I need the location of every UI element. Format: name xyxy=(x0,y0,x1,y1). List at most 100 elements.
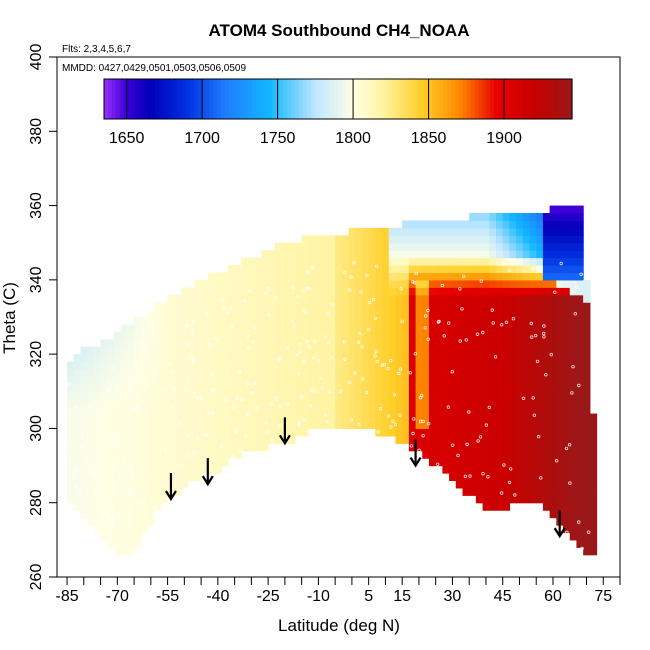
heatmap-cell xyxy=(402,398,410,407)
heatmap-cell xyxy=(341,257,350,266)
heatmap-cell xyxy=(335,302,343,311)
heatmap-cell xyxy=(529,383,537,392)
sample-point xyxy=(481,472,485,476)
sample-point xyxy=(83,461,88,466)
heatmap-cell xyxy=(254,317,263,326)
sample-point xyxy=(511,317,516,321)
heatmap-cell xyxy=(563,257,571,266)
heatmap-cell xyxy=(321,257,330,266)
heatmap-cell xyxy=(455,250,464,259)
heatmap-cell xyxy=(435,413,443,422)
heatmap-cell xyxy=(496,398,504,407)
heatmap-cell xyxy=(234,354,242,363)
heatmap-cell xyxy=(462,227,470,236)
heatmap-cell xyxy=(315,421,323,430)
heatmap-cell xyxy=(509,257,517,266)
heatmap-cell xyxy=(549,413,557,422)
sample-point xyxy=(312,356,316,360)
heatmap-cell xyxy=(147,354,155,363)
colorbar-swatch xyxy=(462,79,468,119)
sample-point xyxy=(504,320,509,324)
heatmap-cell xyxy=(496,302,504,311)
heatmap-cell xyxy=(254,443,263,452)
sample-point xyxy=(229,306,233,311)
heatmap-cell xyxy=(147,517,155,526)
colorbar-swatch xyxy=(197,79,203,119)
heatmap-cell xyxy=(281,242,289,251)
colorbar-swatch xyxy=(150,79,156,119)
heatmap-cell xyxy=(261,398,269,407)
colorbar-swatch xyxy=(330,79,335,119)
heatmap-cell xyxy=(556,473,564,482)
heatmap-cell xyxy=(395,383,403,392)
heatmap-cell xyxy=(207,376,216,385)
heatmap-cell xyxy=(556,465,564,474)
heatmap-cell xyxy=(536,406,544,415)
heatmap-cell xyxy=(435,354,443,363)
heatmap-cell xyxy=(194,279,202,288)
heatmap-cell xyxy=(274,287,283,296)
heatmap-cell xyxy=(509,294,517,303)
heatmap-cell xyxy=(248,369,256,378)
heatmap-cell xyxy=(355,250,363,259)
heatmap-cell xyxy=(502,250,511,259)
heatmap-cell xyxy=(375,354,383,363)
heatmap-cell xyxy=(569,257,578,266)
heatmap-cell xyxy=(516,235,524,244)
heatmap-cell xyxy=(529,480,537,489)
heatmap-cell xyxy=(496,213,504,222)
heatmap-cell xyxy=(80,487,88,496)
heatmap-cell xyxy=(522,257,531,266)
heatmap-cell xyxy=(248,413,256,422)
heatmap-cell xyxy=(355,361,363,370)
heatmap-cell xyxy=(227,317,236,326)
sample-point xyxy=(80,430,85,434)
heatmap-cell xyxy=(227,406,236,415)
heatmap-cell xyxy=(428,346,437,355)
heatmap-cell xyxy=(227,279,236,288)
sample-point xyxy=(100,515,104,519)
flights-subtitle: Flts: 2,3,4,5,6,7 xyxy=(62,44,131,55)
heatmap-cell xyxy=(428,391,437,400)
heatmap-cell xyxy=(254,331,263,340)
heatmap-cell xyxy=(234,309,242,318)
colorbar-swatch xyxy=(517,79,522,119)
heatmap-cell xyxy=(442,443,450,452)
heatmap-cell xyxy=(361,302,370,311)
heatmap-cell xyxy=(254,265,263,274)
heatmap-cell xyxy=(315,331,323,340)
heatmap-cell xyxy=(140,502,149,511)
sample-point xyxy=(358,331,362,336)
heatmap-cell xyxy=(529,220,537,229)
heatmap-cell xyxy=(496,346,504,355)
heatmap-cell xyxy=(516,279,524,288)
heatmap-cell xyxy=(174,421,182,430)
heatmap-cell xyxy=(469,227,477,236)
heatmap-cell xyxy=(73,502,82,511)
heatmap-cell xyxy=(422,346,430,355)
heatmap-cell xyxy=(127,413,135,422)
sample-point xyxy=(357,422,361,427)
heatmap-cell xyxy=(241,302,249,311)
y-tick-label: 360 xyxy=(28,192,45,219)
sample-point xyxy=(311,265,315,269)
heatmap-cell xyxy=(549,302,557,311)
heatmap-cell xyxy=(583,317,591,326)
heatmap-cell xyxy=(174,391,182,400)
heatmap-cell xyxy=(294,346,303,355)
heatmap-cell xyxy=(301,376,309,385)
heatmap-cell xyxy=(348,242,356,251)
heatmap-cell xyxy=(402,265,410,274)
heatmap-cell xyxy=(274,413,283,422)
heatmap-cell xyxy=(388,413,397,422)
heatmap-cell xyxy=(348,265,356,274)
heatmap-cell xyxy=(529,302,537,311)
heatmap-cell xyxy=(576,346,584,355)
heatmap-cell xyxy=(261,302,269,311)
heatmap-cell xyxy=(455,361,464,370)
heatmap-cell xyxy=(569,279,578,288)
sample-point xyxy=(490,308,494,312)
heatmap-cell xyxy=(321,398,330,407)
heatmap-cell xyxy=(187,450,195,459)
heatmap-cell xyxy=(482,220,490,229)
